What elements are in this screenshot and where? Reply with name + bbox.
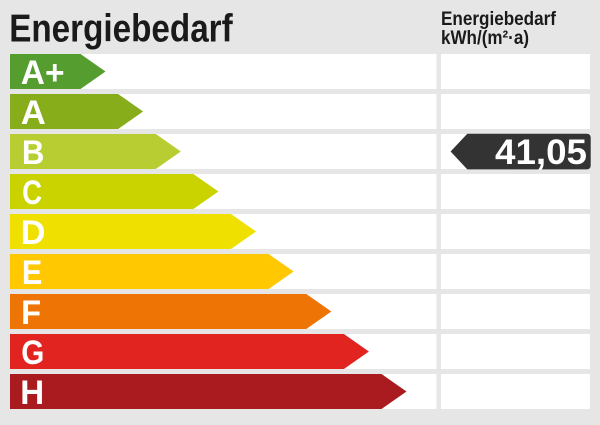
svg-text:kWh/(m²·a): kWh/(m²·a) [441,28,529,49]
svg-text:A: A [21,94,46,132]
svg-text:E: E [22,254,42,292]
svg-text:Energiebedarf: Energiebedarf [441,9,557,30]
svg-text:B: B [22,134,45,172]
svg-text:F: F [21,294,41,332]
svg-text:D: D [21,214,46,252]
svg-text:Energiebedarf: Energiebedarf [9,8,233,51]
svg-text:G: G [21,334,44,372]
svg-text:A+: A+ [21,54,65,92]
svg-text:41,05: 41,05 [495,132,587,172]
svg-text:H: H [20,374,44,412]
svg-text:C: C [22,174,42,212]
